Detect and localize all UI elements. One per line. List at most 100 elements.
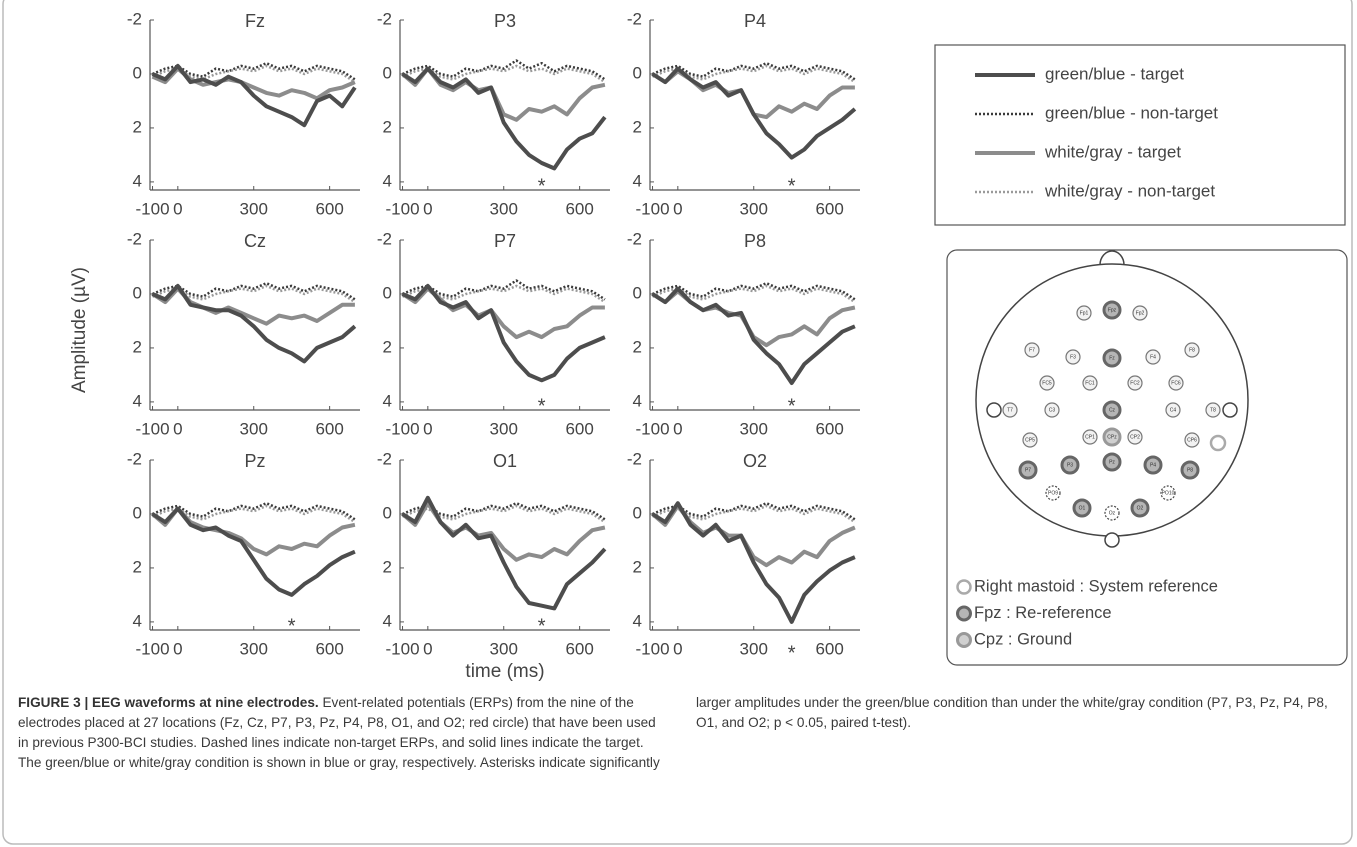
y-tick-label: -2 [627, 9, 642, 28]
non-target-line [152, 61, 356, 81]
legend-box [934, 44, 1346, 226]
x-tick-label: 600 [565, 639, 593, 658]
y-tick-label: 4 [383, 611, 392, 630]
electrode-label: T8 [1210, 407, 1216, 413]
x-tick-label: 0 [173, 419, 182, 438]
electrode [1205, 402, 1221, 418]
target-line [401, 66, 607, 171]
electrode [1045, 485, 1061, 501]
x-tick-label: 300 [740, 199, 768, 218]
electrode-label: CP5 [1025, 437, 1035, 443]
x-tick-label: 0 [423, 639, 432, 658]
y-tick-label: 0 [383, 283, 392, 302]
electrode-legend-marker [956, 579, 972, 595]
y-axis-label: Amplitude (µV) [69, 267, 90, 393]
y-tick-label: 4 [133, 171, 142, 190]
y-tick-label: -2 [377, 449, 392, 468]
significance-asterisk: * [788, 642, 796, 664]
electrode [1145, 349, 1161, 365]
y-tick-label: 4 [383, 171, 392, 190]
panel-title: O1 [493, 451, 517, 471]
electrode-label: Fz [1109, 355, 1115, 361]
electrode [1039, 375, 1055, 391]
electrode-label: P4 [1150, 462, 1156, 468]
y-tick-label: -2 [627, 449, 642, 468]
significance-asterisk: * [538, 175, 546, 197]
electrode-label: O1 [1079, 505, 1086, 511]
x-tick-label: 300 [490, 419, 518, 438]
electrode-legend-label: Fpz : Re-reference [974, 604, 1112, 622]
electrode [1076, 305, 1092, 321]
electrode-label: F4 [1150, 354, 1156, 360]
y-tick-label: -2 [127, 229, 142, 248]
x-tick-label: 600 [815, 639, 843, 658]
electrode [1024, 342, 1040, 358]
significance-asterisk: * [788, 175, 796, 197]
x-tick-label: 300 [740, 419, 768, 438]
electrode-label: FC6 [1171, 380, 1181, 386]
x-tick-label: -100 [386, 639, 420, 658]
electrode-label: P3 [1067, 462, 1073, 468]
legend-label: green/blue - target [1045, 64, 1184, 83]
electrode [1184, 432, 1200, 448]
y-tick-label: 0 [133, 63, 142, 82]
x-tick-label: 600 [315, 639, 343, 658]
caption-text: Event-related potentials (ERPs) from the… [18, 695, 1328, 770]
target-line [651, 66, 857, 160]
non-target-line [652, 281, 856, 301]
non-target-line [652, 284, 856, 304]
electrode-label: P7 [1025, 467, 1031, 473]
inion [1104, 532, 1120, 548]
significance-asterisk: * [788, 395, 796, 417]
caption: FIGURE 3 | EEG waveforms at nine electro… [18, 693, 1340, 795]
electrode-label: Fpz [1108, 307, 1117, 313]
electrode [1102, 452, 1122, 472]
y-tick-label: 2 [633, 117, 642, 136]
y-tick-label: -2 [127, 9, 142, 28]
electrode [1018, 460, 1038, 480]
x-tick-label: -100 [386, 199, 420, 218]
y-tick-label: 0 [383, 503, 392, 522]
x-tick-label: 0 [673, 639, 682, 658]
non-target-line [652, 61, 856, 81]
y-tick-label: -2 [127, 449, 142, 468]
electrode [1044, 402, 1060, 418]
right-ear-ref [1222, 402, 1238, 418]
x-tick-label: 0 [673, 199, 682, 218]
x-tick-label: -100 [136, 199, 170, 218]
y-tick-label: 2 [133, 557, 142, 576]
y-tick-label: 0 [133, 503, 142, 522]
x-tick-label: 0 [173, 199, 182, 218]
x-tick-label: 0 [423, 419, 432, 438]
electrode-legend-marker [956, 605, 972, 622]
legend-label: white/gray - non-target [1044, 181, 1215, 200]
y-tick-label: 4 [133, 391, 142, 410]
electrode [1132, 305, 1148, 321]
non-target-line [152, 504, 356, 524]
electrode [1102, 400, 1122, 420]
target-line [401, 286, 605, 340]
target-line [651, 501, 856, 624]
non-target-line [402, 279, 606, 301]
y-tick-label: 0 [633, 63, 642, 82]
electrode [1165, 402, 1181, 418]
nose [1099, 250, 1125, 266]
x-tick-label: 600 [565, 199, 593, 218]
y-tick-label: 2 [133, 117, 142, 136]
electrode-label: Fp2 [1136, 310, 1145, 316]
electrode [1143, 455, 1163, 475]
electrode-label: C3 [1049, 407, 1056, 413]
y-tick-label: -2 [377, 229, 392, 248]
target-line [151, 506, 356, 597]
electrode [1065, 349, 1081, 365]
panel-title: P3 [494, 11, 516, 31]
caption-label: FIGURE 3 | EEG waveforms at nine electro… [18, 695, 319, 710]
electrode-label: FC2 [1130, 380, 1140, 386]
electrode-label: F3 [1070, 354, 1076, 360]
x-tick-label: 0 [173, 639, 182, 658]
x-tick-label: 600 [815, 199, 843, 218]
non-target-line [652, 501, 856, 521]
x-tick-label: 600 [315, 419, 343, 438]
y-tick-label: 2 [383, 557, 392, 576]
